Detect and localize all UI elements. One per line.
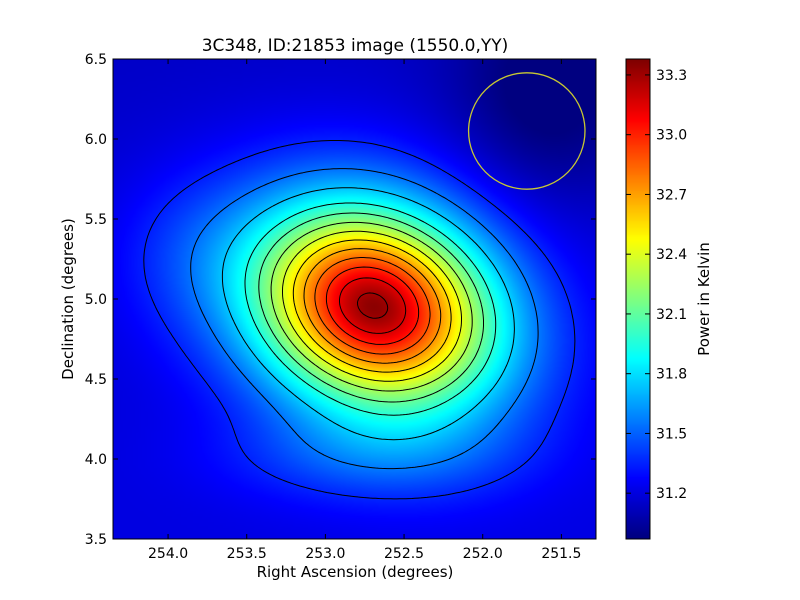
colorbar-tick-label: 31.2 (656, 486, 687, 502)
y-tick-label: 6.0 (85, 132, 107, 148)
contour-level-3 (244, 202, 497, 416)
colorbar-image (626, 59, 650, 539)
contour-level-1 (190, 168, 539, 470)
colorbar-tick-label: 32.7 (656, 187, 687, 203)
x-tick-label: 251.5 (541, 546, 581, 562)
x-axis: 254.0 253.5 253.0 252.5 252.0 251.5 (148, 59, 581, 562)
x-tick-label: 252.5 (384, 546, 424, 562)
y-axis: 3.5 4.0 4.5 5.0 5.5 6.0 6.5 (85, 52, 596, 548)
y-tick-label: 5.0 (85, 292, 107, 308)
x-tick-label: 253.0 (305, 546, 345, 562)
y-tick-label: 6.5 (85, 52, 107, 68)
beam-circle (467, 72, 586, 190)
beam-circle-mark (467, 72, 586, 190)
contour-level-0 (143, 140, 576, 500)
contour-level-6 (282, 230, 462, 382)
colorbar-label: Power in Kelvin (695, 242, 713, 356)
colorbar-tick-label: 33.3 (656, 68, 687, 84)
contour-lines (143, 140, 576, 500)
contour-level-10 (325, 266, 420, 345)
contour-level-4 (258, 212, 484, 403)
y-axis-label: Declination (degrees) (59, 218, 77, 380)
contour-level-8 (303, 248, 442, 364)
contour-level-5 (270, 221, 473, 392)
colorbar-ticks: 31.2 31.5 31.8 32.1 32.4 32.7 33.0 33.3 (626, 68, 687, 502)
colorbar-tick-label: 31.5 (656, 426, 687, 442)
contour-level-2 (221, 187, 515, 441)
colorbar-tick-label: 33.0 (656, 128, 687, 144)
y-tick-label: 5.5 (85, 212, 107, 228)
contour-level-12 (357, 292, 389, 319)
colorbar-tick-label: 31.8 (656, 367, 687, 383)
chart-title: 3C348, ID:21853 image (1550.0,YY) (202, 36, 509, 56)
colorbar-frame (625, 58, 651, 540)
x-tick-label: 254.0 (148, 546, 188, 562)
x-axis-label: Right Ascension (degrees) (257, 563, 454, 581)
x-tick-label: 253.5 (227, 546, 267, 562)
contour-level-11 (339, 277, 407, 334)
colorbar-tick-label: 32.1 (656, 307, 687, 323)
contour-level-7 (292, 239, 452, 373)
contour-level-9 (314, 257, 431, 355)
x-tick-label: 252.0 (463, 546, 503, 562)
colorbar-tick-label: 32.4 (656, 247, 687, 263)
y-tick-label: 4.0 (85, 452, 107, 468)
heatmap-image (113, 59, 596, 539)
y-tick-label: 4.5 (85, 372, 107, 388)
y-tick-label: 3.5 (85, 532, 107, 548)
